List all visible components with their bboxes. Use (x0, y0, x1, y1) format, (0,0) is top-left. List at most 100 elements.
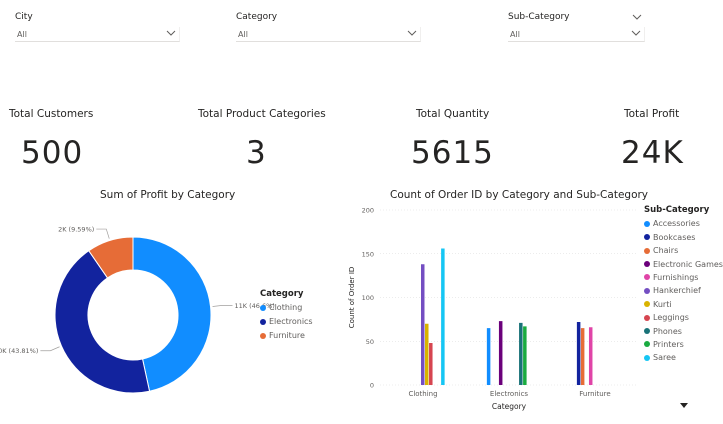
donut-slice-clothing[interactable] (132, 236, 212, 392)
slicer-city-label: City (15, 12, 33, 22)
column-legend-item-leggings[interactable]: Leggings (644, 313, 723, 322)
bar-furniture-furnishings[interactable] (588, 327, 593, 385)
donut-slice-electronics[interactable] (54, 250, 151, 394)
donut-legend-item-clothing[interactable]: Clothing (260, 303, 313, 312)
donut-legend-item-electronics[interactable]: Electronics (260, 317, 313, 326)
donut-legend: Category Clothing Electronics Furniture (260, 289, 313, 340)
donut-data-label: 2K (9.59%) (58, 226, 94, 234)
bar-electronics-accessories[interactable] (486, 328, 491, 385)
donut-legend-item-furniture[interactable]: Furniture (260, 331, 313, 340)
donut-chart-title: Sum of Profit by Category (100, 189, 236, 201)
y-tick-label: 150 (362, 250, 374, 258)
donut-data-label: 11K (46.6%) (234, 302, 274, 310)
column-legend-label: Accessories (653, 219, 700, 229)
legend-dot-icon (644, 287, 650, 294)
chevron-down-icon (631, 30, 641, 36)
column-legend-label: Electronic Games (653, 259, 723, 269)
donut-legend-label: Furniture (269, 331, 305, 340)
column-legend-item-phones[interactable]: Phones (644, 327, 723, 336)
column-legend-label: Printers (653, 339, 684, 349)
bar-clothing-saree[interactable] (441, 248, 445, 386)
column-legend-item-furnishings[interactable]: Furnishings (644, 273, 723, 282)
column-legend-item-saree[interactable]: Saree (644, 353, 723, 362)
column-legend-item-accessories[interactable]: Accessories (644, 219, 723, 228)
legend-more-caret-icon[interactable] (680, 403, 688, 409)
legend-dot-icon (260, 318, 266, 325)
slicer-city-dropdown[interactable]: All (15, 27, 180, 42)
chevron-down-icon (166, 30, 176, 36)
card-total-customers-value: 500 (21, 135, 84, 171)
column-legend-item-electronic-games[interactable]: Electronic Games (644, 260, 723, 269)
chevron-down-icon (407, 30, 417, 36)
column-legend-item-hankerchief[interactable]: Hankerchief (644, 286, 723, 295)
card-total-profit-title: Total Profit (624, 108, 680, 120)
donut-data-label: 10K (43.81%) (0, 347, 38, 355)
y-tick-label: 0 (370, 382, 374, 390)
y-tick-label: 50 (366, 338, 374, 346)
slicer-subcategory-dropdown[interactable]: All (508, 27, 645, 42)
y-tick-label: 100 (362, 294, 374, 302)
donut-chart: 11K (46.6%) 10K (43.81%) 2K (9.59%) (0, 226, 275, 394)
bar-clothing-leggings[interactable] (429, 343, 433, 385)
slicer-subcategory: Sub-Category All (508, 12, 645, 42)
column-legend-label: Hankerchief (653, 286, 701, 296)
column-legend-item-chairs[interactable]: Chairs (644, 246, 723, 255)
y-tick-label: 200 (362, 207, 374, 215)
slicer-city-value: All (17, 30, 27, 39)
column-legend-item-printers[interactable]: Printers (644, 340, 723, 349)
column-chart: 0 50 100 150 200 Count of Order ID Clothing Ele… (348, 207, 638, 411)
legend-dot-icon (644, 220, 650, 227)
slicer-category-label: Category (236, 12, 278, 22)
bar-furniture-chairs[interactable] (580, 328, 585, 385)
column-legend-label: Leggings (653, 313, 689, 323)
x-axis-title: Category (492, 402, 527, 411)
bar-clothing-hankerchief[interactable] (420, 264, 425, 385)
legend-dot-icon (644, 328, 650, 335)
card-total-product-categories-title: Total Product Categories (198, 108, 326, 120)
legend-dot-icon (260, 304, 266, 311)
slicer-category-dropdown[interactable]: All (236, 27, 421, 42)
donut-legend-label: Electronics (269, 317, 313, 326)
column-legend-label: Chairs (653, 246, 679, 256)
card-total-profit-value: 24K (621, 135, 684, 171)
column-legend-label: Bookcases (653, 232, 696, 242)
bar-furniture-bookcases[interactable] (576, 322, 581, 385)
slicer-category-value: All (238, 30, 248, 39)
column-legend-title: Sub-Category (644, 205, 710, 215)
x-tick-label: Clothing (408, 390, 437, 398)
donut-leader-line (96, 228, 110, 239)
legend-dot-icon (644, 354, 650, 361)
bar-electronics-electronic-games[interactable] (498, 321, 503, 385)
card-total-product-categories-value: 3 (246, 135, 267, 171)
bar-electronics-printers[interactable] (523, 326, 527, 385)
column-legend-item-bookcases[interactable]: Bookcases (644, 233, 723, 242)
slicer-city: City All (15, 12, 180, 42)
slicer-subcategory-label: Sub-Category (508, 12, 570, 22)
donut-legend-title: Category (260, 289, 304, 299)
column-legend-label: Phones (653, 326, 682, 336)
column-legend: Sub-Category Accessories Bookcases Chairs E… (644, 205, 723, 362)
legend-dot-icon (644, 261, 650, 268)
chevron-down-icon[interactable] (632, 12, 642, 22)
column-legend-item-kurti[interactable]: Kurti (644, 300, 723, 309)
x-tick-label: Electronics (490, 390, 529, 398)
legend-dot-icon (644, 301, 650, 308)
legend-dot-icon (644, 341, 650, 348)
card-total-customers-title: Total Customers (9, 108, 94, 120)
bar-electronics-phones[interactable] (519, 322, 523, 385)
legend-dot-icon (644, 234, 650, 241)
column-legend-label: Kurti (653, 299, 672, 309)
column-legend-label: Saree (653, 353, 676, 363)
donut-leader-line (212, 305, 233, 307)
donut-legend-label: Clothing (269, 303, 303, 312)
donut-leader-line (40, 346, 60, 352)
donut-slice-furniture[interactable] (88, 236, 134, 279)
bar-clothing-kurti[interactable] (425, 323, 429, 385)
slicer-subcategory-value: All (510, 30, 520, 39)
y-axis-title: Count of Order ID (348, 267, 356, 329)
legend-dot-icon (644, 314, 650, 321)
card-total-quantity-value: 5615 (411, 135, 494, 171)
legend-dot-icon (260, 332, 266, 339)
column-legend-items: Accessories Bookcases Chairs Electronic Gam… (644, 219, 723, 362)
slicer-category: Category All (236, 12, 421, 42)
